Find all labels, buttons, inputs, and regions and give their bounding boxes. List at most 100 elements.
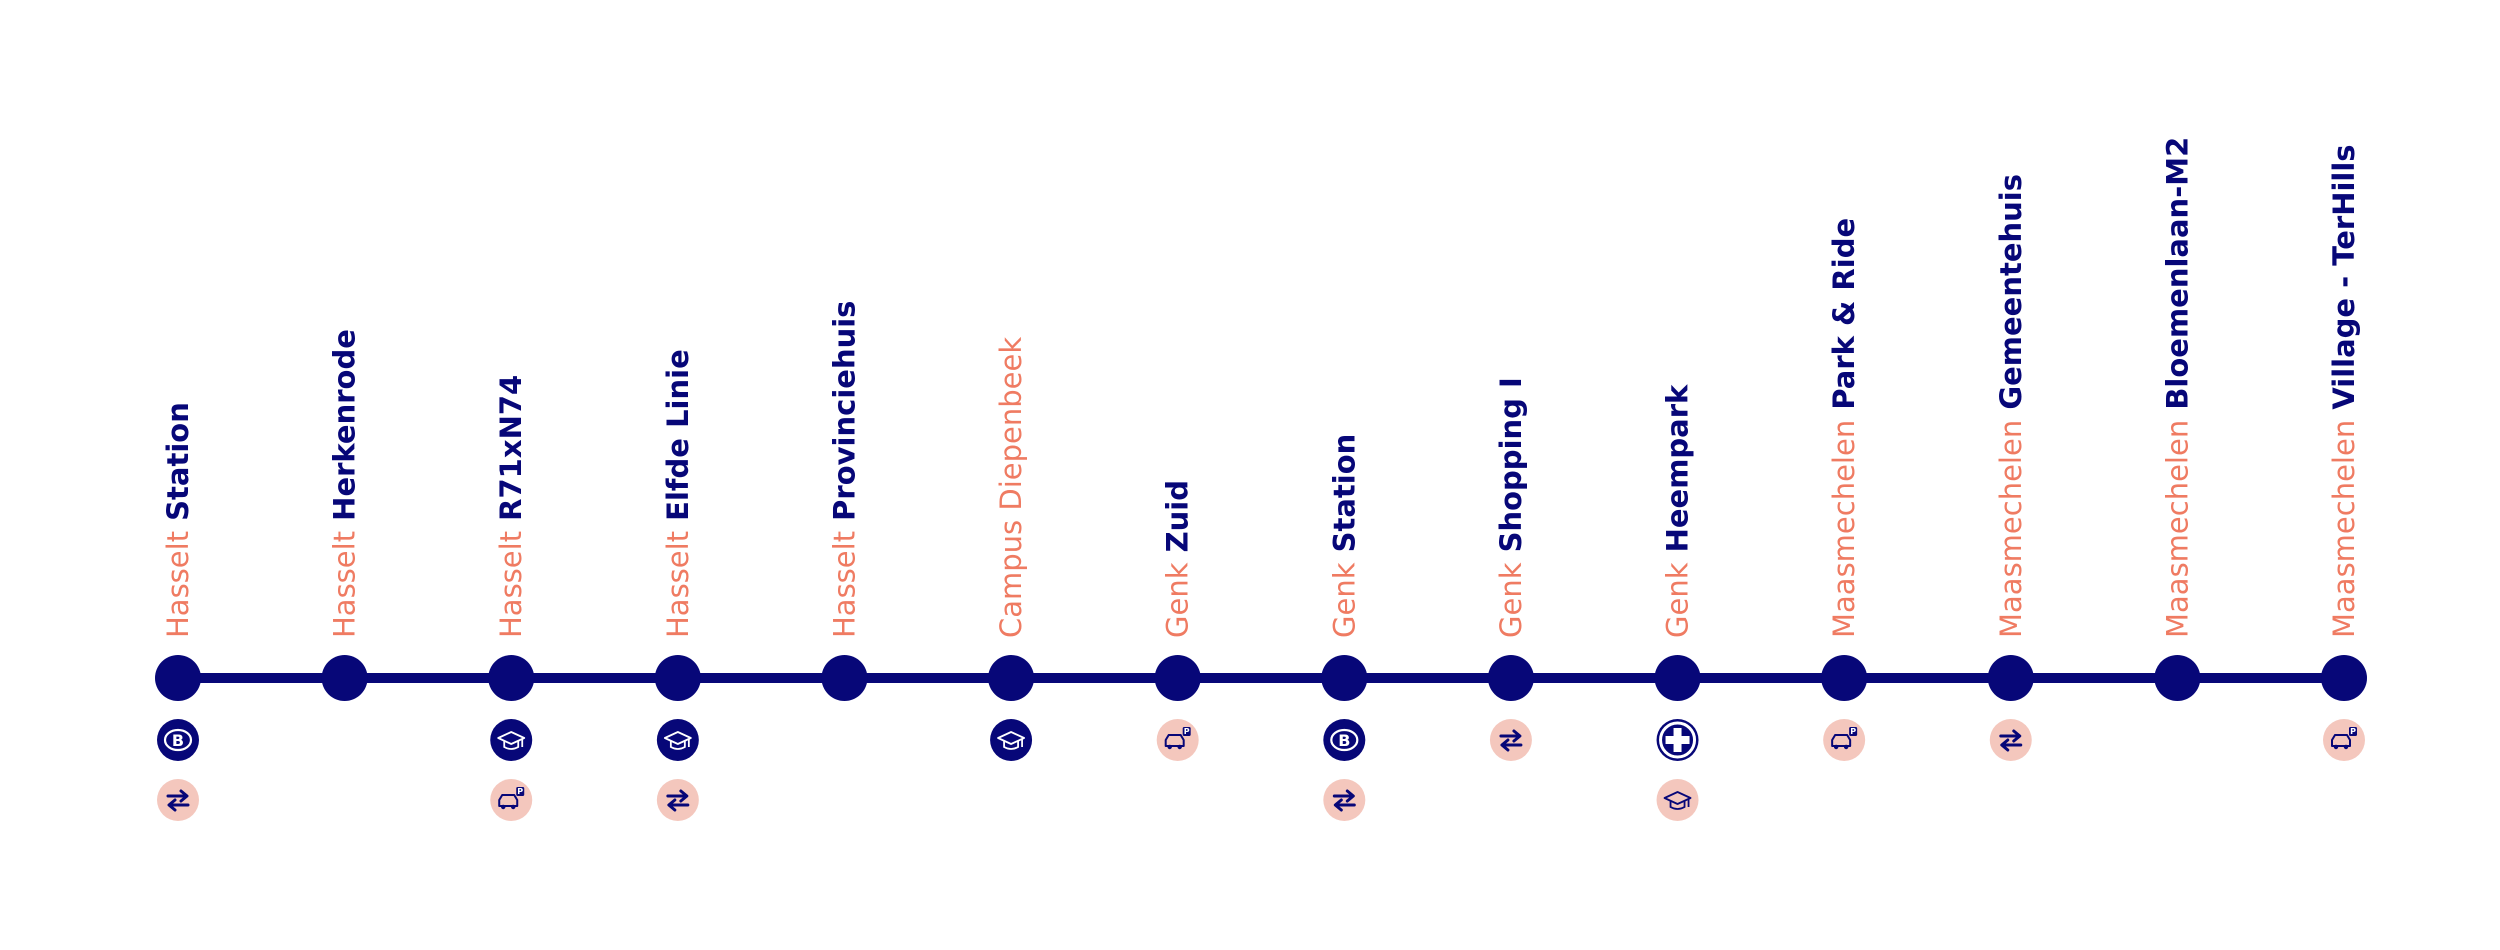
stop-name: R71xN74 (494, 375, 528, 531)
stop-city: Maasmechelen (1827, 420, 1861, 638)
stop-label: Genk Shopping I (1494, 377, 1528, 638)
bus-transfer-icon (1489, 719, 1532, 761)
park-and-ride-icon: P (1156, 719, 1199, 761)
stop-city: Genk (1494, 562, 1528, 638)
stop-dot (488, 655, 535, 701)
stop-label: Campus Diepenbeek (994, 337, 1028, 638)
stop-label: Genk Zuid (1161, 480, 1195, 638)
bus-transfer-icon (1989, 719, 2032, 761)
stop: Maasmechelen Bloemenlaan-M2 (2154, 137, 2201, 701)
icon-badge (490, 719, 533, 761)
stop-dot (1487, 655, 1534, 701)
stop-name: Bloemenlaan-M2 (2160, 137, 2194, 420)
icon-badge (490, 779, 533, 821)
stop-city: Genk (1661, 562, 1695, 638)
stop-name: Gemeentehuis (1994, 174, 2028, 420)
stop-name: Zuid (1161, 480, 1195, 562)
stop-name: Shopping I (1494, 377, 1528, 562)
svg-text:P: P (1850, 727, 1856, 736)
stop: Genk Station B (1321, 434, 1368, 821)
stop-label: Hasselt Elfde Linie (661, 349, 695, 638)
icon-badge (157, 719, 199, 761)
icon-badge (1823, 719, 1866, 761)
stop-label: Hasselt Provinciehuis (827, 301, 861, 638)
train-icon: B (157, 719, 199, 761)
svg-text:P: P (517, 787, 523, 796)
stop-name: Heempark (1661, 384, 1695, 563)
stop: Hasselt R71xN74 P (488, 375, 535, 821)
stop-label: Maasmechelen Bloemenlaan-M2 (2160, 137, 2194, 638)
park-and-ride-icon: P (1823, 719, 1866, 761)
icon-badge (1323, 779, 1366, 821)
stop-dot (321, 655, 368, 701)
stop-name: Park & Ride (1827, 218, 1861, 420)
stop: Genk Heempark (1654, 384, 1701, 821)
stop: Genk Shopping I (1487, 377, 1534, 761)
icon-badge (2323, 719, 2365, 761)
stop-city: Hasselt (494, 531, 528, 638)
stop: Maasmechelen Park & Ride P (1821, 218, 1868, 761)
stop-city: Maasmechelen (1994, 420, 2028, 638)
stop-city: Genk (1161, 562, 1195, 638)
stop-name: Herkenrode (328, 329, 362, 531)
park-and-ride-icon: P (490, 779, 533, 821)
stop-city: Hasselt (661, 531, 695, 638)
stop-name: Station (161, 402, 195, 531)
stop-label: Maasmechelen Gemeentehuis (1994, 174, 2028, 638)
icon-badge (990, 719, 1033, 761)
stop-name: Provinciehuis (827, 301, 861, 531)
stop-city: Hasselt (827, 531, 861, 638)
stop-name: Village - TerHills (2327, 144, 2361, 419)
stop: Hasselt Station B (155, 402, 201, 821)
svg-text:P: P (1184, 727, 1190, 736)
train-icon: B (1323, 719, 1366, 761)
stop-name: Elfde Linie (661, 349, 695, 531)
svg-text:B: B (1338, 731, 1350, 750)
stop-name: Station (1327, 434, 1361, 563)
stop-city: Genk (1327, 562, 1361, 638)
stop-dot (1321, 655, 1368, 701)
stop: Campus Diepenbeek (988, 337, 1035, 761)
stop-city: Maasmechelen (2160, 420, 2194, 638)
stop-city: Maasmechelen (2327, 420, 2361, 638)
stop-dot (988, 655, 1035, 701)
icon-badge (1989, 719, 2032, 761)
stop-dot (2321, 655, 2367, 701)
icon-badge (1323, 719, 1366, 761)
stop: Genk Zuid P (1154, 480, 1201, 761)
stop-dot (2154, 655, 2201, 701)
graduation-cap-icon (1656, 779, 1699, 821)
icon-badge (1656, 779, 1699, 821)
icon-badge (656, 779, 699, 821)
stop: Hasselt Elfde Linie (654, 349, 701, 821)
stop-label: Hasselt Herkenrode (328, 329, 362, 638)
stop-city: Hasselt (328, 531, 362, 638)
stop-dot (1154, 655, 1201, 701)
stop-dot (1987, 655, 2034, 701)
svg-text:P: P (2350, 727, 2356, 736)
stop-dot (654, 655, 701, 701)
stop-label: Genk Heempark (1661, 384, 1695, 638)
graduation-cap-icon (490, 719, 533, 761)
graduation-cap-icon (990, 719, 1033, 761)
hospital-cross-icon (1656, 719, 1699, 761)
bus-transfer-icon (656, 779, 699, 821)
stop-dot (1821, 655, 1868, 701)
stop: Maasmechelen Village - TerHills P (2321, 144, 2367, 761)
bus-transfer-icon (157, 779, 199, 821)
stop: Hasselt Provinciehuis (821, 301, 868, 701)
stop: Hasselt Herkenrode (321, 329, 368, 701)
stop: Maasmechelen Gemeentehuis (1987, 174, 2034, 761)
stop-label: Maasmechelen Park & Ride (1827, 218, 1861, 638)
stop-dot (821, 655, 868, 701)
icon-badge (157, 779, 199, 821)
svg-text:B: B (172, 731, 184, 750)
icon-badge (1156, 719, 1199, 761)
stop-city: Campus Diepenbeek (994, 337, 1028, 638)
stop-label: Hasselt R71xN74 (494, 375, 528, 638)
bus-transfer-icon (1323, 779, 1366, 821)
stop-label: Maasmechelen Village - TerHills (2327, 144, 2361, 638)
icon-badge (1489, 719, 1532, 761)
